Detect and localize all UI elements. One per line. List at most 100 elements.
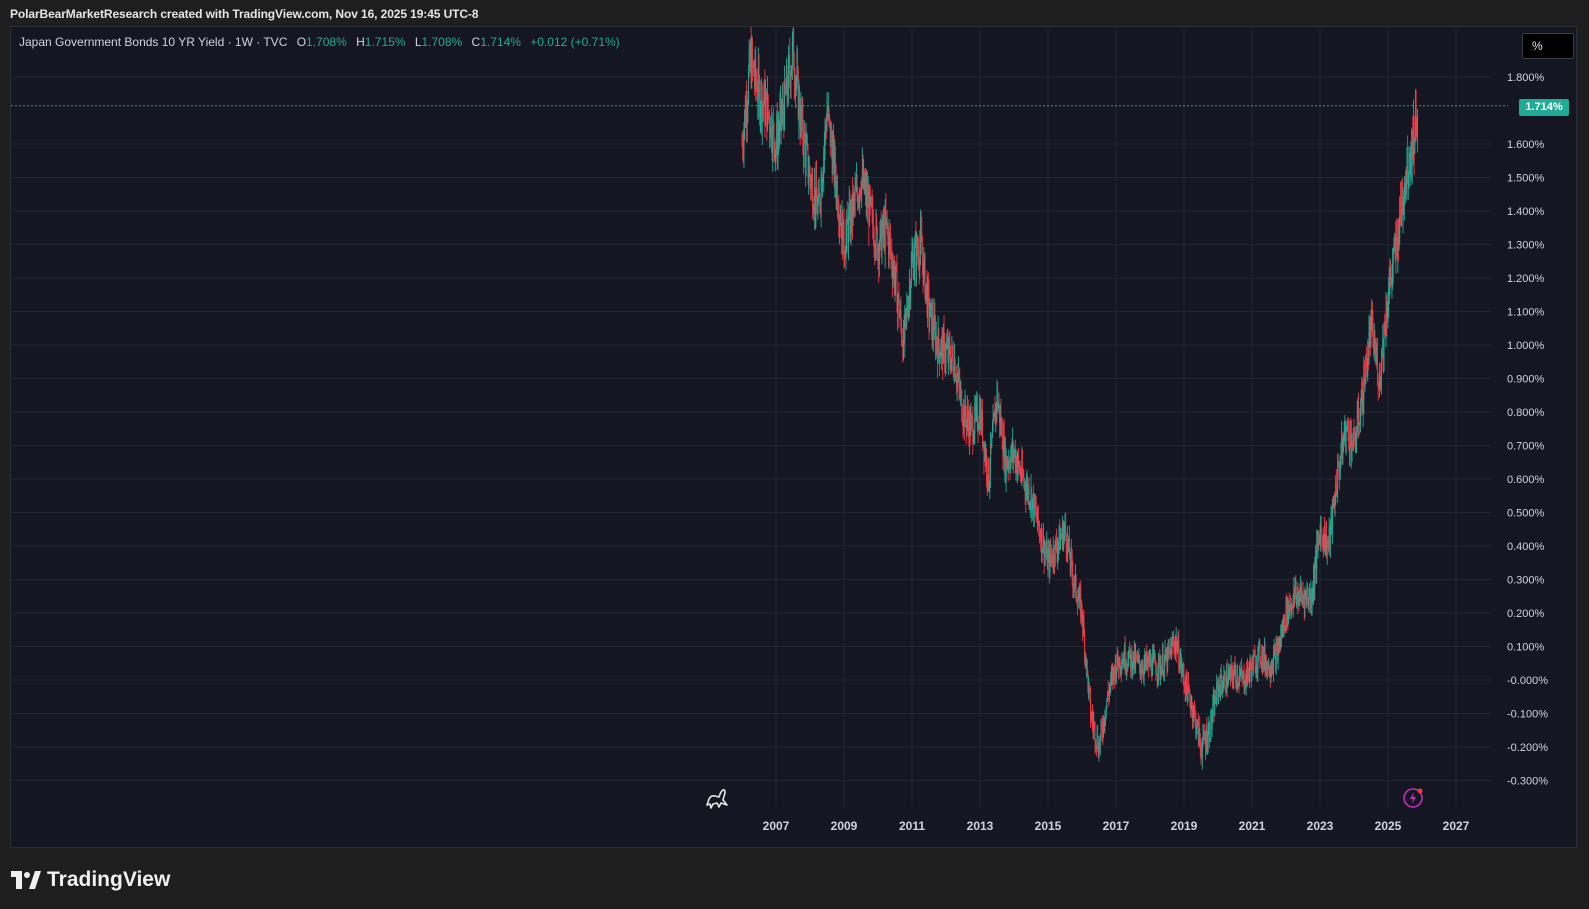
candle [1216,674,1218,708]
candle [888,218,890,270]
candle [1114,664,1116,689]
candle [916,234,918,258]
candle [1074,574,1076,599]
candle [988,458,989,493]
candle [1075,574,1077,602]
candle [918,237,919,271]
chart-panel[interactable]: 1.800% 1.600% 1.500% 1.400% 1.300% 1.200% 1.10… [10,26,1577,848]
candle [966,418,968,437]
candle [1192,701,1193,730]
candle [1050,544,1052,567]
candle [1364,378,1366,392]
candle [753,61,755,77]
candle [990,443,992,455]
candle [770,106,772,154]
candle [1295,575,1297,604]
open-label: O [296,35,307,49]
candle [934,302,936,330]
candle [1169,637,1171,658]
candle [1082,614,1084,637]
candle [932,297,934,347]
candle [1186,685,1188,706]
candle [1318,533,1320,545]
candle [867,176,869,208]
candle [1057,537,1059,570]
candle [1245,674,1246,690]
candle [757,47,759,120]
candle [1035,496,1037,523]
candle [1370,309,1372,348]
candle [977,415,979,444]
candle [938,327,940,359]
candle [829,119,831,157]
candle [1331,498,1333,544]
candle [777,114,779,171]
candle [936,336,938,356]
candle [1290,598,1292,620]
candle [922,235,923,275]
candle [1083,609,1085,635]
candle [1023,469,1025,490]
candle [1048,538,1050,563]
candle [1342,436,1344,465]
candle [846,201,848,226]
candle [876,226,878,262]
candle [914,230,916,248]
candle [1175,634,1176,661]
candle [1060,527,1062,541]
candle [1031,497,1033,521]
candle [1395,221,1397,274]
candle [1125,658,1127,674]
candle [1287,596,1289,631]
candle [1307,582,1309,605]
candle [925,282,927,303]
candle [974,394,976,444]
candle [1354,427,1356,447]
candle [1146,644,1148,670]
y-tick-label: 0.800% [1507,407,1545,419]
candle [821,177,823,198]
candle [979,395,981,434]
candle [1306,581,1308,609]
candle [1358,392,1360,439]
candle [906,292,908,331]
price-chart[interactable]: 1.800% 1.600% 1.500% 1.400% 1.300% 1.200% 1.10… [11,27,1576,847]
candle [1010,445,1012,474]
candle [808,156,810,178]
x-tick-label: 2019 [1171,819,1198,833]
candle [1358,422,1360,436]
candle [1252,656,1254,671]
candle [1302,581,1304,609]
candle [1324,533,1326,557]
candle [850,199,851,244]
candle [1266,661,1268,680]
candle [996,380,998,423]
tradingview-logo[interactable]: TradingView [11,868,170,892]
candle [808,155,810,196]
candle [759,74,761,126]
lightning-icon[interactable] [1403,788,1423,808]
candle [1284,625,1286,631]
candle [1301,590,1303,605]
candle [1152,644,1154,676]
candle [1265,654,1267,677]
y-axis[interactable]: 1.800% 1.600% 1.500% 1.400% 1.300% 1.200% 1.10… [1507,72,1548,788]
candle [1337,453,1339,503]
candle [940,351,942,357]
candle [1099,739,1101,753]
dino-icon[interactable] [706,789,728,809]
candle [823,146,825,193]
y-tick-label: 0.600% [1507,474,1545,486]
candle [1254,644,1256,657]
candle [744,95,746,128]
candle [1071,549,1073,587]
candle [1106,697,1108,709]
candle [983,440,985,475]
candle [968,409,970,447]
candle [1315,550,1317,584]
unit-toggle-button[interactable]: % [1522,33,1574,59]
candle [1386,295,1388,337]
candle [782,81,784,130]
x-axis[interactable]: 2007 2009 2011 2013 2015 2017 2019 2021 2023 2025… [763,819,1470,833]
candle [801,105,802,140]
